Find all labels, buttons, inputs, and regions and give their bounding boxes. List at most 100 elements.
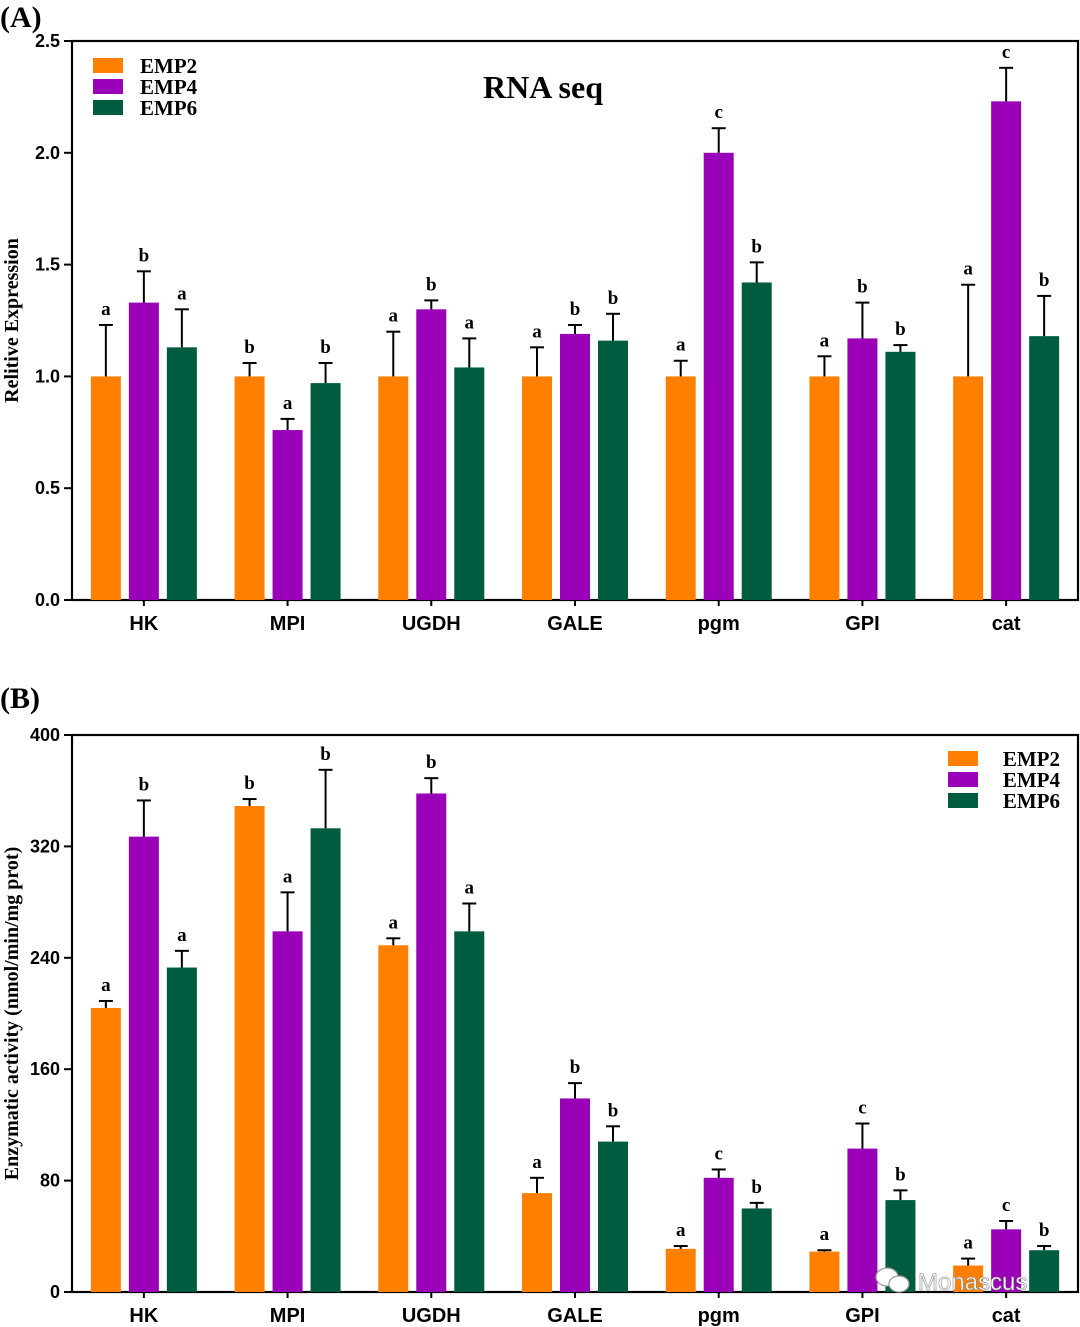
legend-label: EMP6 — [140, 96, 197, 120]
significance-letter: b — [751, 236, 762, 257]
legend-swatch-emp6 — [93, 100, 123, 115]
significance-letter: b — [895, 319, 906, 340]
bar-emp2 — [666, 376, 696, 600]
significance-letter: a — [283, 393, 293, 414]
bar-emp2 — [378, 376, 408, 600]
bar-emp4 — [991, 101, 1021, 600]
bar-emp2 — [953, 376, 983, 600]
x-tick-label: HK — [129, 1305, 158, 1327]
panel-b-chart: (B) 0 80 160 240 320 400 Enzymatic activity (nm… — [0, 682, 1078, 1327]
significance-letter: a — [389, 912, 399, 933]
panel-label: (B) — [0, 682, 40, 715]
bar-emp6 — [598, 1142, 628, 1292]
significance-letter: a — [465, 312, 475, 333]
x-tick-label: GALE — [547, 1305, 603, 1327]
significance-letter: b — [570, 1057, 581, 1078]
significance-letter: b — [139, 245, 150, 266]
significance-letter: a — [389, 306, 399, 327]
bar-emp4 — [129, 837, 159, 1292]
significance-letter: b — [608, 288, 619, 309]
significance-letter: a — [820, 1224, 830, 1245]
significance-letter: c — [714, 1143, 722, 1164]
bar-emp6 — [454, 367, 484, 600]
y-tick-label: 2.5 — [35, 31, 60, 51]
bar-emp2 — [91, 376, 121, 600]
bar-emp6 — [167, 347, 197, 600]
bar-emp2 — [809, 376, 839, 600]
significance-letter: b — [895, 1164, 906, 1185]
bar-emp6 — [167, 968, 197, 1292]
y-tick-label: 0.5 — [35, 478, 60, 498]
significance-letter: c — [858, 1098, 866, 1119]
significance-letter: b — [244, 337, 255, 358]
significance-letter: a — [963, 259, 973, 280]
bar-emp6 — [742, 1208, 772, 1292]
significance-letter: a — [532, 321, 542, 342]
x-tick-label: HK — [129, 613, 158, 635]
significance-letter: b — [139, 774, 150, 795]
watermark-text: Monascus — [918, 1269, 1027, 1296]
bar-emp4 — [273, 430, 303, 600]
figure: (A)0.00.51.01.52.02.5Relitive Expression… — [0, 0, 1080, 1327]
y-tick-label: 320 — [30, 836, 60, 856]
x-tick-label: GPI — [845, 1305, 879, 1327]
legend-swatch-emp6 — [948, 793, 978, 808]
bar-emp6 — [454, 931, 484, 1292]
x-tick-label: GALE — [547, 613, 603, 635]
x-tick-label: cat — [992, 613, 1021, 635]
legend-swatch-emp4 — [93, 79, 123, 94]
y-axis-label: Relitive Expression — [1, 238, 23, 403]
y-axis-label: Enzymatic activity (nmol/min/mg prot) — [1, 847, 23, 1180]
significance-letter: b — [1039, 1220, 1050, 1241]
bar-emp4 — [847, 338, 877, 600]
bar-emp6 — [311, 383, 341, 600]
significance-letter: a — [820, 330, 830, 351]
legend-swatch-emp2 — [948, 751, 978, 766]
x-tick-label: MPI — [270, 613, 306, 635]
bar-emp2 — [378, 945, 408, 1292]
y-tick-label: 80 — [40, 1171, 60, 1191]
bar-emp4 — [704, 153, 734, 600]
bar-emp2 — [235, 376, 265, 600]
bar-emp4 — [560, 1098, 590, 1292]
bar-emp2 — [522, 1193, 552, 1292]
x-tick-label: UGDH — [402, 1305, 461, 1327]
significance-letter: b — [426, 274, 437, 295]
bar-emp4 — [704, 1178, 734, 1292]
bar-emp6 — [742, 282, 772, 600]
significance-letter: b — [320, 337, 331, 358]
bar-emp4 — [273, 931, 303, 1292]
significance-letter: b — [426, 752, 437, 773]
x-tick-label: cat — [992, 1305, 1021, 1327]
bar-emp4 — [560, 334, 590, 600]
x-tick-label: MPI — [270, 1305, 306, 1327]
bar-emp2 — [522, 376, 552, 600]
y-tick-label: 1.0 — [35, 366, 60, 386]
significance-letter: a — [101, 299, 111, 320]
y-tick-label: 160 — [30, 1059, 60, 1079]
bar-emp2 — [235, 806, 265, 1292]
significance-letter: a — [676, 1220, 686, 1241]
significance-letter: c — [1002, 42, 1010, 63]
significance-letter: a — [177, 283, 187, 304]
y-tick-label: 0 — [50, 1282, 60, 1302]
bar-emp2 — [91, 1008, 121, 1292]
significance-letter: c — [714, 102, 722, 123]
bar-emp4 — [847, 1149, 877, 1292]
x-tick-label: pgm — [698, 1305, 740, 1327]
significance-letter: a — [676, 335, 686, 356]
panel-label: (A) — [0, 1, 42, 34]
significance-letter: b — [608, 1100, 619, 1121]
significance-letter: b — [570, 299, 581, 320]
significance-letter: a — [177, 925, 187, 946]
chart-title: RNA seq — [483, 69, 603, 105]
x-tick-label: pgm — [698, 613, 740, 635]
bar-emp2 — [809, 1252, 839, 1292]
x-tick-label: GPI — [845, 613, 879, 635]
y-tick-label: 2.0 — [35, 143, 60, 163]
significance-letter: b — [244, 773, 255, 794]
y-tick-label: 0.0 — [35, 590, 60, 610]
significance-letter: b — [857, 277, 868, 298]
significance-letter: c — [1002, 1195, 1010, 1216]
